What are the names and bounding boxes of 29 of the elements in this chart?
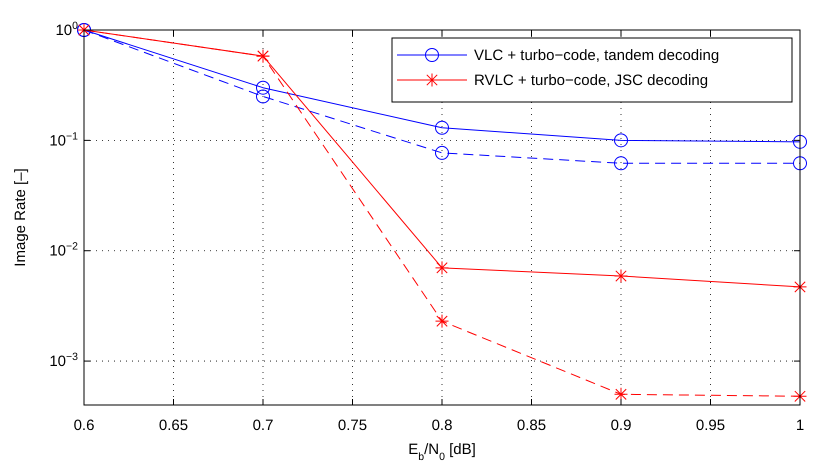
point	[256, 89, 270, 104]
point	[614, 156, 628, 170]
x-tick-label: 1	[796, 417, 804, 434]
point	[793, 134, 807, 149]
legend-label: RVLC + turbo−code, JSC decoding	[474, 72, 708, 89]
point	[435, 314, 449, 328]
y-tick-label: 10$^{0}$	[55, 20, 78, 39]
point	[614, 269, 628, 284]
x-tick-label: 0.75	[338, 417, 368, 434]
x-axis-title: E$_{b}$/N$_{0}$ [dB]	[408, 441, 476, 462]
legend-label: VLC + turbo−code, tandem decoding	[474, 47, 720, 64]
point	[614, 133, 628, 148]
y-axis-title: Image Rate [–]	[12, 168, 29, 267]
y-tick-label: 10$^{−1}$	[49, 130, 78, 150]
point	[435, 120, 449, 135]
point	[435, 260, 449, 275]
point	[256, 80, 270, 95]
x-tick-label: 0.6	[74, 417, 94, 434]
y-tick-label: 10$^{−2}$	[49, 240, 78, 260]
x-tick-label: 0.8	[432, 417, 452, 434]
x-tick-label: 0.65	[158, 417, 188, 434]
x-tick-label: 0.95	[696, 417, 726, 434]
point	[614, 387, 628, 402]
x-tick-label: 0.7	[252, 417, 274, 434]
point	[435, 146, 449, 160]
y-tick-label: 10$^{−3}$	[49, 351, 78, 370]
point	[793, 156, 807, 170]
x-tick-label: 0.85	[516, 417, 546, 434]
x-tick-label: 0.9	[610, 417, 632, 434]
